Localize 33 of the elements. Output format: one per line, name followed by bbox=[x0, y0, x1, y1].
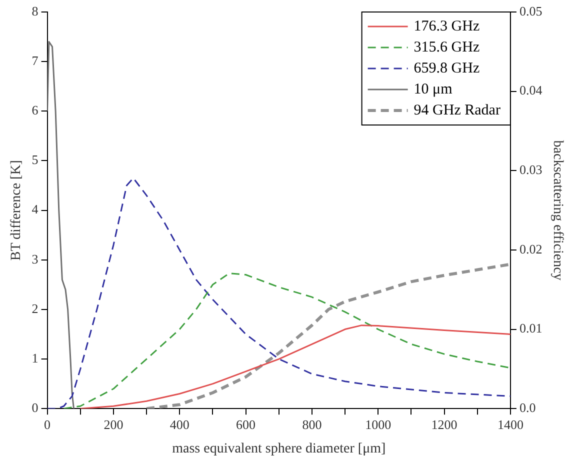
y-tick-label: 8 bbox=[32, 3, 38, 18]
y2-tick-label: 0.03 bbox=[519, 162, 542, 178]
y2-tick-label: 0.02 bbox=[519, 241, 542, 256]
x-tick-label: 1400 bbox=[497, 416, 524, 432]
x-tick-label: 800 bbox=[302, 416, 322, 432]
y-tick-label: 3 bbox=[32, 251, 38, 266]
y-axis-title: BT difference [K] bbox=[9, 160, 24, 261]
y2-tick-label: 0.01 bbox=[519, 320, 542, 336]
line-series bbox=[145, 262, 510, 409]
x-tick-label: 600 bbox=[236, 416, 256, 432]
y2-axis-title: backscattering efficiency bbox=[550, 140, 565, 280]
x-tick-label: 0 bbox=[44, 416, 51, 432]
x-axis-title: mass equivalent sphere diameter [μm] bbox=[172, 441, 386, 456]
legend-label: 10 μm bbox=[414, 81, 453, 98]
y2-tick-label: 0.04 bbox=[519, 82, 543, 98]
y2-tick-label: 0.05 bbox=[519, 3, 542, 18]
y2-tick-label: 0.0 bbox=[519, 400, 536, 416]
x-tick-label: 400 bbox=[170, 416, 190, 432]
y-tick-label: 2 bbox=[32, 300, 38, 316]
legend-label: 94 GHz Radar bbox=[414, 102, 500, 118]
legend-label: 659.8 GHz bbox=[414, 60, 480, 76]
y-tick-label: 7 bbox=[32, 52, 39, 68]
x-tick-label: 1000 bbox=[365, 416, 392, 432]
legend-label: 315.6 GHz bbox=[414, 39, 480, 56]
y-tick-label: 4 bbox=[32, 202, 39, 217]
line-series bbox=[63, 272, 510, 409]
y-tick-label: 0 bbox=[32, 400, 38, 416]
y-tick-label: 5 bbox=[32, 152, 38, 168]
x-tick-label: 1200 bbox=[431, 416, 458, 432]
legend-label: 176.3 GHz bbox=[414, 18, 480, 34]
y-tick-label: 6 bbox=[32, 102, 39, 118]
x-tick-label: 200 bbox=[104, 416, 124, 432]
y-tick-label: 1 bbox=[32, 350, 38, 366]
